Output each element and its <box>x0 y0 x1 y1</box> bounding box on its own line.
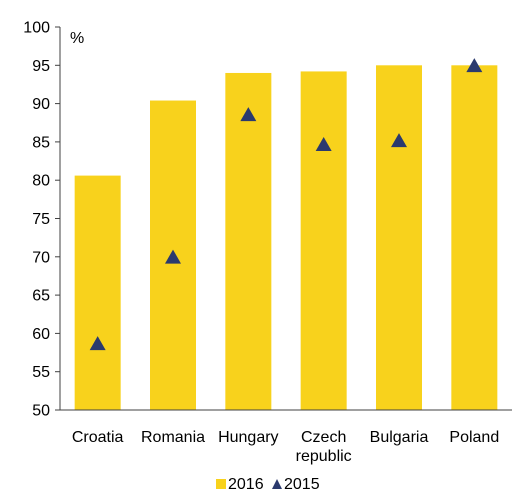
marker-2015 <box>89 336 106 351</box>
y-tick-label: 75 <box>32 211 50 228</box>
legend-label-2016: 2016 <box>228 476 264 491</box>
x-labels: Croatia Romania Hungary Czech republic Bulgar… <box>72 429 499 465</box>
marker-2015 <box>165 249 181 264</box>
y-tick-label: 95 <box>32 58 50 75</box>
y-tick-label: 70 <box>32 249 50 266</box>
axes <box>59 27 512 411</box>
bar-2016 <box>451 65 498 411</box>
bar-2016 <box>74 175 121 410</box>
markers-2015 <box>89 58 483 351</box>
marker-2015 <box>391 133 407 148</box>
y-tick-label: 55 <box>32 364 50 381</box>
legend-swatch-2016 <box>216 479 226 489</box>
x-category-label: republic <box>296 448 352 465</box>
x-category-label: Bulgaria <box>370 429 429 446</box>
x-category-label: Hungary <box>218 429 278 446</box>
legend-label-2015: 2015 <box>284 476 320 491</box>
y-tick-label: 90 <box>32 96 50 113</box>
x-category-label: Czech <box>301 429 346 446</box>
marker-2015 <box>240 107 257 122</box>
y-ticks: 50 55 60 65 70 75 80 85 90 95 100 <box>23 20 60 420</box>
bars-2016 <box>74 65 498 411</box>
y-unit-label: % <box>70 30 84 47</box>
y-tick-label: 85 <box>32 134 50 151</box>
y-tick-label: 100 <box>23 20 50 37</box>
bar-2016 <box>300 71 347 410</box>
marker-2015 <box>466 58 483 73</box>
legend: 2016 2015 <box>216 476 320 491</box>
legend-marker-2015 <box>272 479 282 489</box>
y-tick-label: 80 <box>32 173 50 190</box>
bar-2016 <box>376 65 422 411</box>
x-category-label: Romania <box>141 429 205 446</box>
y-tick-label: 50 <box>32 403 50 420</box>
y-tick-label: 65 <box>32 288 50 305</box>
x-category-label: Poland <box>449 429 499 446</box>
y-tick-label: 60 <box>32 326 50 343</box>
bar-2016 <box>225 72 272 411</box>
marker-2015 <box>315 136 332 151</box>
x-category-label: Croatia <box>72 429 124 446</box>
